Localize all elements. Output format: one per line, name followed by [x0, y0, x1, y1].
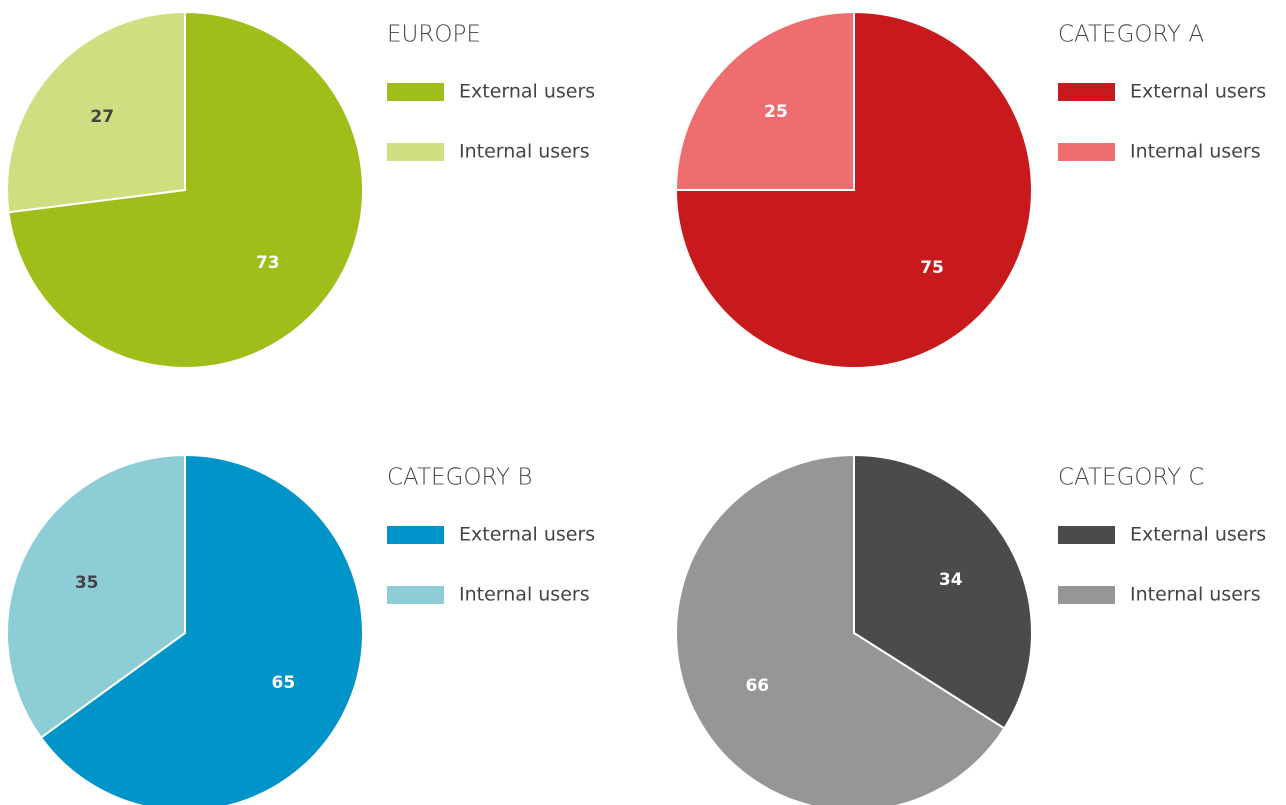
data-label: 34 — [939, 570, 963, 590]
pie-slice — [6, 453, 186, 740]
legend-swatch — [1058, 143, 1115, 161]
legend-swatch — [1058, 526, 1115, 544]
chart-title: CATEGORY A — [1058, 22, 1204, 48]
data-label: 25 — [764, 102, 788, 122]
legend-label: Internal users — [1130, 141, 1261, 163]
legend-swatch — [1058, 83, 1115, 101]
legend-label: External users — [1130, 524, 1266, 546]
chart-title: CATEGORY B — [387, 465, 532, 491]
data-label: 73 — [256, 253, 280, 273]
chart-title: EUROPE — [387, 22, 481, 48]
pie-slice — [853, 453, 1033, 730]
legend-label: Internal users — [1130, 584, 1261, 606]
legend-label: External users — [459, 81, 595, 103]
chart-title: CATEGORY C — [1058, 465, 1204, 491]
legend-label: External users — [1130, 81, 1266, 103]
data-label: 35 — [75, 573, 99, 593]
pie-slice — [6, 10, 186, 214]
legend-swatch — [387, 526, 444, 544]
legend-swatch — [1058, 586, 1115, 604]
data-label: 65 — [271, 673, 295, 693]
data-label: 75 — [920, 258, 944, 278]
pie-slice — [674, 10, 1033, 369]
data-label: 27 — [90, 107, 114, 127]
legend-swatch — [387, 586, 444, 604]
legend-swatch — [387, 143, 444, 161]
legend-label: Internal users — [459, 584, 590, 606]
legend-swatch — [387, 83, 444, 101]
legend-label: Internal users — [459, 141, 590, 163]
legend-label: External users — [459, 524, 595, 546]
pie-slice — [674, 10, 855, 191]
pie-slice — [39, 453, 364, 805]
data-label: 66 — [745, 676, 769, 696]
pie-slice — [675, 453, 1006, 805]
